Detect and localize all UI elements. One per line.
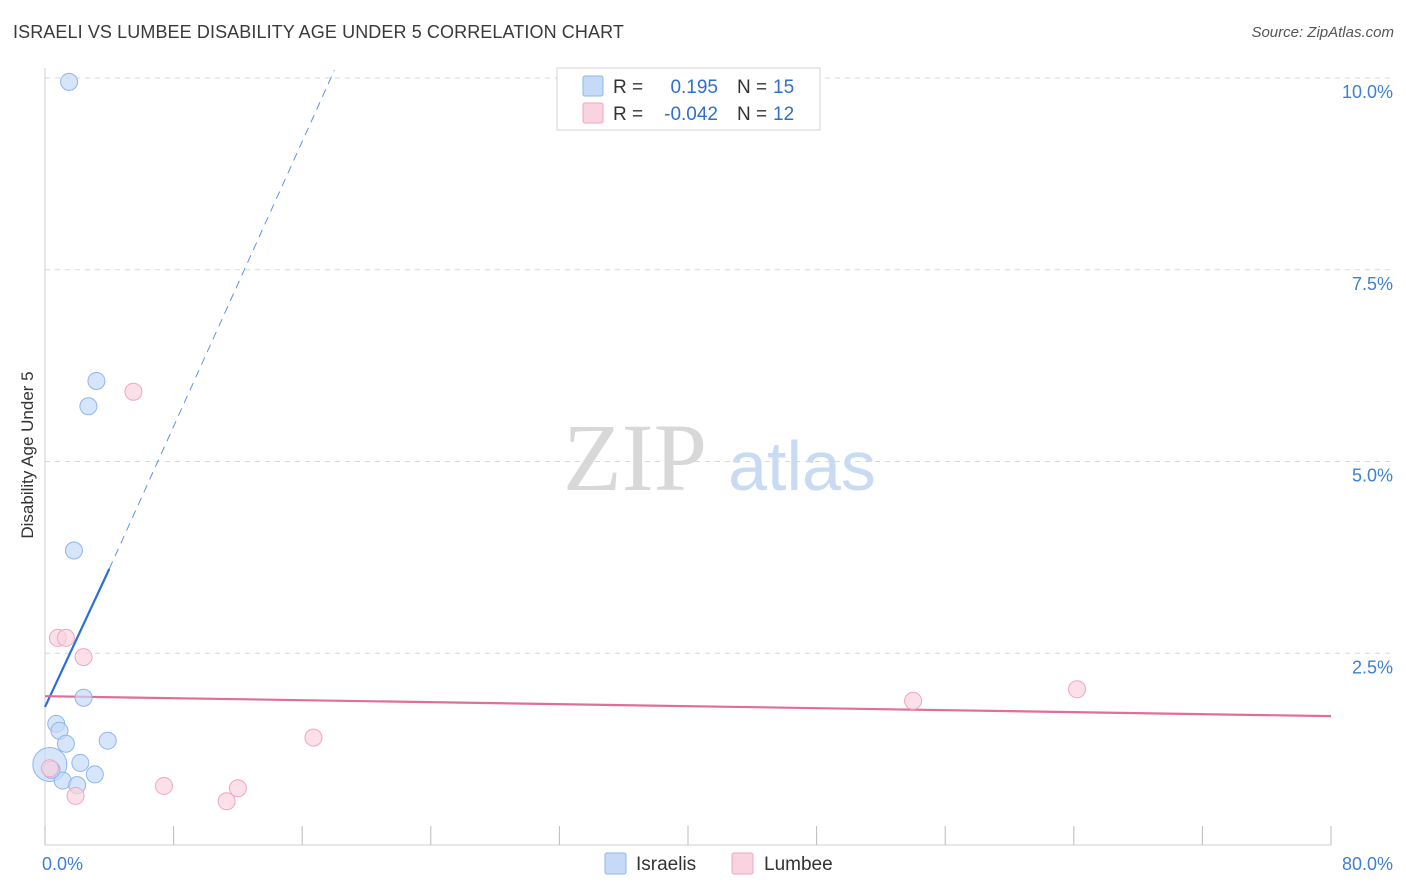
- y-tick-label-3: 10.0%: [1342, 82, 1393, 102]
- y-axis-label: Disability Age Under 5: [18, 371, 37, 538]
- israelis-point-3: [64, 541, 83, 560]
- gridlines: [45, 77, 1392, 654]
- trend-lines: [44, 70, 1332, 718]
- lumbee-point-7: [228, 779, 247, 798]
- legend-n-value-2: 12: [773, 104, 794, 125]
- lumbee-point-3: [74, 648, 93, 667]
- lumbee-point-8: [217, 792, 236, 811]
- israelis-point-1: [87, 371, 106, 390]
- x-tick-label-0: 0.0%: [42, 854, 83, 874]
- watermark-atlas: atlas: [728, 427, 876, 505]
- lumbee-point-10: [904, 691, 923, 710]
- axes: [44, 68, 1332, 846]
- y-tick-label-2: 7.5%: [1352, 274, 1393, 294]
- israelis-point-8: [98, 731, 117, 750]
- legend-swatch-israelis: [582, 75, 604, 97]
- stats-legend: R = 0.195 N = 15 R = -0.042 N = 12: [556, 67, 821, 131]
- legend-r-value-1: 0.195: [670, 77, 718, 98]
- y-tick-label-0: 2.5%: [1352, 657, 1393, 677]
- israelis-point-2: [79, 397, 98, 416]
- series-legend: Israelis Lumbee: [604, 852, 833, 875]
- lumbee-point-2: [56, 628, 75, 647]
- israelis-trend-line: [44, 568, 111, 708]
- watermark: ZIP atlas: [563, 404, 876, 511]
- israelis-point-7: [56, 734, 75, 753]
- legend-r-label-1: R =: [613, 77, 643, 98]
- x-tick-label-1: 80.0%: [1342, 854, 1393, 874]
- tick-labels: 2.5% 5.0% 7.5% 10.0% 0.0% 80.0%: [42, 82, 1393, 874]
- israelis-point-4: [74, 688, 93, 707]
- legend-swatch-lumbee: [582, 102, 604, 124]
- lumbee-point-0: [124, 382, 143, 401]
- legend-r-value-2: -0.042: [664, 104, 718, 125]
- y-tick-label-1: 5.0%: [1352, 466, 1393, 486]
- legend-n-label-1: N =: [737, 77, 767, 98]
- series-label-lumbee: Lumbee: [764, 854, 833, 875]
- legend-r-label-2: R =: [613, 104, 643, 125]
- legend-n-value-1: 15: [773, 77, 794, 98]
- israelis-point-11: [85, 765, 104, 784]
- israelis-point-10: [71, 753, 90, 772]
- source-label: Source: ZipAtlas.com: [1251, 24, 1394, 41]
- lumbee-point-6: [154, 776, 173, 795]
- legend-n-label-2: N =: [737, 104, 767, 125]
- lumbee-point-5: [40, 759, 59, 778]
- series-swatch-israelis: [604, 852, 627, 875]
- series-label-israelis: Israelis: [636, 854, 696, 875]
- lumbee-point-11: [1068, 680, 1087, 699]
- lumbee-point-4: [304, 728, 323, 747]
- chart-title: ISRAELI VS LUMBEE DISABILITY AGE UNDER 5…: [13, 22, 624, 42]
- lumbee-trend-line: [44, 695, 1332, 718]
- lumbee-point-9: [66, 786, 85, 805]
- israelis-point-0: [60, 72, 79, 91]
- series-swatch-lumbee: [731, 852, 754, 875]
- data-points: [32, 72, 1087, 811]
- israelis-trend-extension: [108, 70, 335, 570]
- watermark-zip: ZIP: [563, 404, 707, 511]
